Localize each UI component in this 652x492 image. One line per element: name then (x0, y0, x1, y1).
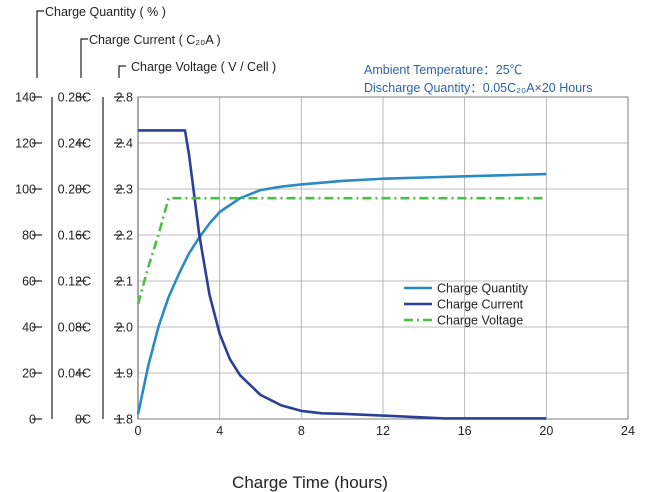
x-axis-title: Charge Time (hours) (232, 473, 388, 492)
y-tick-label: 1.8 (116, 413, 133, 427)
y-tick-label: 2.2 (116, 229, 133, 243)
chart-legend: Charge Quantity Charge Current Charge Volt… (404, 282, 529, 328)
y-tick-label: 40 (22, 321, 36, 335)
y-tick-label: 2.4 (116, 137, 133, 151)
y-tick-label: 0C (75, 413, 91, 427)
legend-label: Charge Current (437, 298, 524, 312)
charge-current-axis-title: Charge Current ( C₂₀A ) (89, 33, 221, 47)
plot-series (136, 129, 547, 420)
legend-label: Charge Voltage (437, 314, 523, 328)
y-tick-label: 0 (29, 413, 36, 427)
series-line (136, 172, 547, 415)
charge-quantity-axis-title: Charge Quantity ( % ) (45, 5, 166, 19)
charge-current-axis: Charge Current ( C₂₀A ) (80, 33, 221, 419)
y-tick-label: 1.9 (116, 367, 133, 381)
y-tick-label: 2.3 (116, 183, 133, 197)
y-tick-label: 20 (22, 367, 36, 381)
plot-grid (137, 96, 629, 420)
y-tick-label: 100 (15, 183, 36, 197)
x-tick-label: 12 (376, 424, 390, 438)
x-tick-label: 24 (621, 424, 635, 438)
y-tick-label: 0.16C (58, 229, 91, 243)
legend-label: Charge Quantity (437, 282, 529, 296)
discharge-quantity-note: Discharge Quantity：0.05C₂₀A×20 Hours (364, 81, 593, 95)
y-tick-label: 0.04C (58, 367, 91, 381)
y-tick-label: 0.12C (58, 275, 91, 289)
y-tick-label: 0.20C (58, 183, 91, 197)
series-line (136, 196, 547, 305)
x-tick-label: 8 (298, 424, 305, 438)
x-tick-label: 0 (135, 424, 142, 438)
y-tick-label: 60 (22, 275, 36, 289)
charge-voltage-axis-title: Charge Voltage ( V / Cell ) (131, 60, 276, 74)
y-tick-label: 2.0 (116, 321, 133, 335)
y-tick-label: 120 (15, 137, 36, 151)
x-tick-label: 20 (539, 424, 553, 438)
y-tick-label: 0.24C (58, 137, 91, 151)
y-tick-label: 140 (15, 91, 36, 105)
charge-quantity-axis: Charge Quantity ( % ) (36, 5, 166, 419)
y-tick-label: 0.28C (58, 91, 91, 105)
chart-annotations: Ambient Temperature：25℃ Discharge Quanti… (364, 63, 593, 95)
y-tick-label: 2.8 (116, 91, 133, 105)
x-axis-ticks: 0 4 8 12 16 20 24 (135, 424, 635, 438)
y-tick-label: 0.08C (58, 321, 91, 335)
series-line (138, 129, 547, 420)
y-axis-ticks: 0 20 40 60 80 100 120 140 0C 0.04C 0.08C 0.12C 0.16C… (15, 91, 133, 427)
y-tick-label: 80 (22, 229, 36, 243)
y-tick-label: 2.1 (116, 275, 133, 289)
ambient-temperature-note: Ambient Temperature：25℃ (364, 63, 522, 77)
x-tick-label: 16 (458, 424, 472, 438)
x-tick-label: 4 (216, 424, 223, 438)
